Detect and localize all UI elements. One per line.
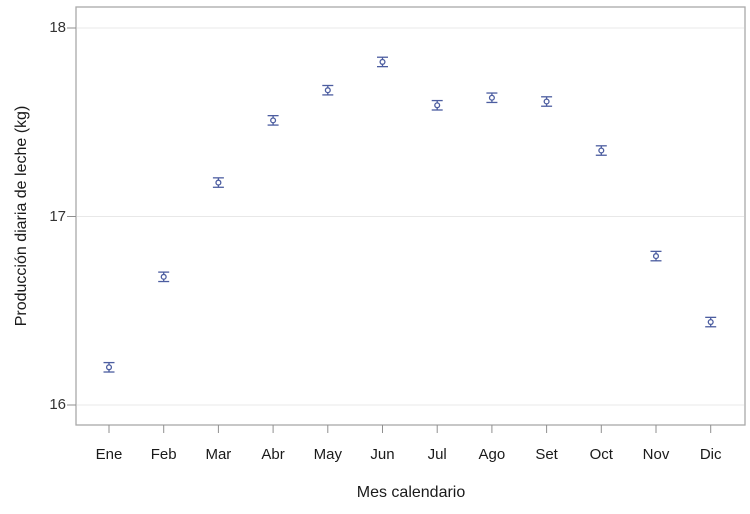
errorbar-marker: [595, 145, 607, 156]
mean-point: [270, 117, 277, 124]
x-tick-label: Ene: [95, 446, 123, 463]
mean-point: [215, 179, 222, 186]
mean-point: [598, 147, 605, 154]
mean-point: [379, 58, 386, 65]
mean-point: [434, 102, 441, 109]
errorbar-marker: [158, 271, 170, 283]
x-tick-label: Ago: [478, 446, 506, 463]
x-axis-title: Mes calendario: [356, 484, 466, 501]
y-tick-label: 16: [49, 396, 66, 413]
x-tick-label: Oct: [589, 446, 613, 463]
errorbar-marker: [377, 56, 388, 68]
errorbar-marker: [705, 316, 717, 328]
mean-point: [543, 98, 550, 105]
x-tick-label: Abr: [261, 446, 285, 463]
x-tick-label: May: [313, 446, 342, 463]
mean-point: [324, 87, 331, 94]
x-tick-label: Mar: [205, 446, 232, 463]
mean-point: [160, 273, 167, 280]
mean-point: [105, 364, 113, 371]
x-tick-label: Feb: [150, 446, 177, 463]
y-tick-label: 18: [49, 19, 66, 36]
mean-point: [488, 94, 495, 101]
errorbar-marker: [103, 361, 115, 373]
errorbar-marker: [541, 96, 553, 107]
mean-point: [652, 253, 660, 260]
mean-point: [707, 319, 714, 326]
errorbar-marker: [486, 92, 498, 104]
y-tick-label: 17: [49, 207, 66, 225]
errorbar-marker: [267, 115, 279, 126]
x-tick-label: Jul: [427, 446, 447, 463]
x-tick-label: Set: [535, 446, 558, 463]
x-tick-label: Nov: [642, 446, 670, 463]
x-tick-label: Jun: [370, 446, 395, 463]
x-tick-label: Dic: [699, 446, 722, 463]
errorbar-marker: [650, 250, 662, 262]
errorbar-marker: [212, 177, 224, 188]
errorbar-marker: [322, 84, 334, 96]
errorbar-marker: [431, 99, 443, 111]
